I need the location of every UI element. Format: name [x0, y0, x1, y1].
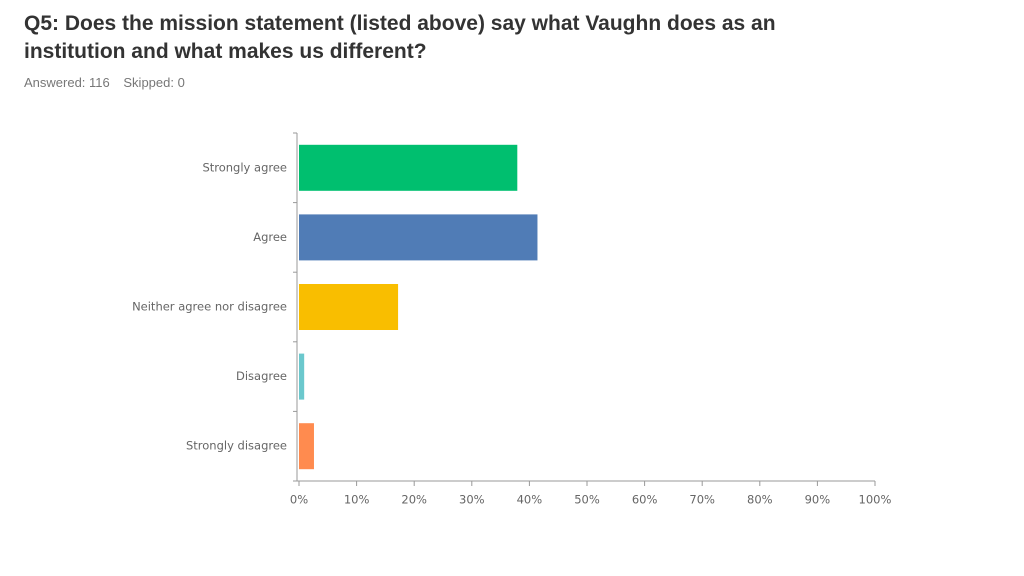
chart-title: Q5: Does the mission statement (listed a… [24, 12, 776, 63]
bar [299, 144, 518, 191]
x-tick-label: 70% [689, 493, 715, 507]
response-summary: Answered: 116 Skipped: 0 [24, 75, 195, 90]
y-tick-label: Strongly disagree [186, 439, 287, 453]
y-tick-label: Strongly agree [202, 160, 287, 174]
x-tick-label: 80% [747, 493, 773, 507]
x-tick-label: 40% [517, 493, 543, 507]
skipped-count: Skipped: 0 [123, 75, 185, 90]
bar [299, 284, 399, 330]
x-tick-label: 30% [459, 493, 485, 507]
x-tick-label: 0% [290, 493, 308, 507]
bar [299, 214, 538, 261]
bar [299, 423, 314, 470]
x-tick-label: 50% [574, 493, 600, 507]
x-tick-label: 60% [632, 493, 658, 507]
y-tick-label: Disagree [236, 369, 287, 383]
x-tick-label: 20% [401, 493, 427, 507]
x-tick-label: 90% [805, 493, 831, 507]
x-tick-label: 100% [859, 493, 892, 507]
x-tick-label: 10% [344, 493, 370, 507]
answered-count: Answered: 116 [24, 75, 110, 90]
y-tick-label: Neither agree nor disagree [132, 300, 287, 314]
y-tick-label: Agree [253, 230, 287, 244]
bar [299, 353, 305, 400]
